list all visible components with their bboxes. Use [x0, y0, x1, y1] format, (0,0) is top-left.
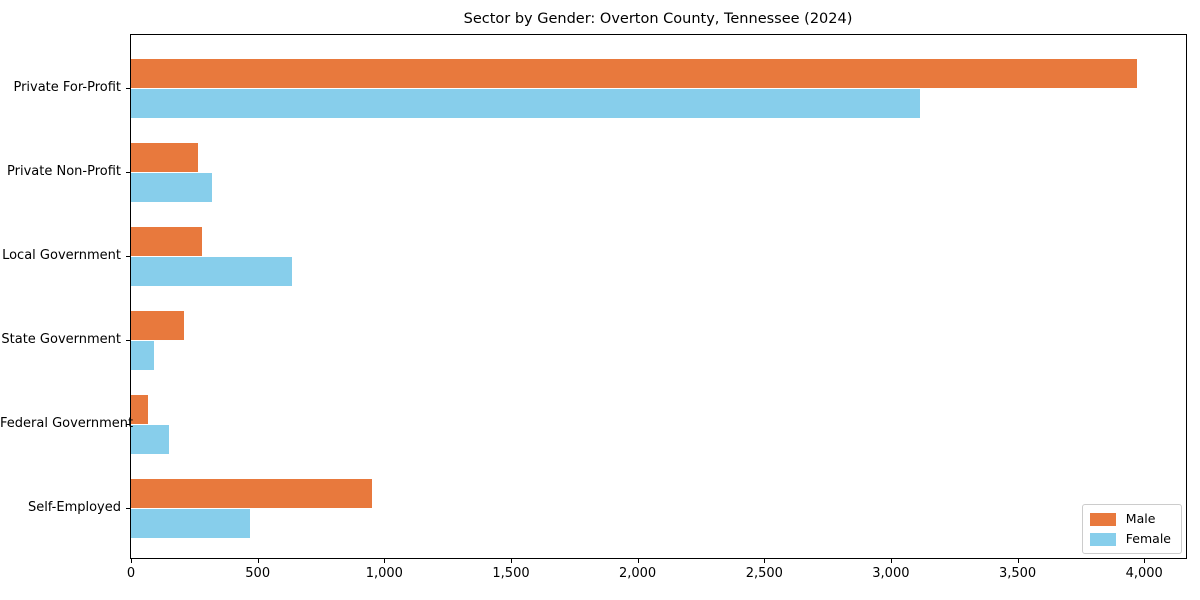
bar-male-self-employed	[131, 479, 372, 509]
bar-male-private-for-profit	[131, 59, 1137, 89]
legend-item-male: Male	[1089, 511, 1171, 526]
legend-label-male: Male	[1125, 511, 1156, 526]
legend-label-female: Female	[1125, 531, 1171, 546]
x-tick-label: 1,500	[492, 566, 530, 581]
x-tick-mark	[764, 559, 766, 563]
x-tick-label: 3,000	[872, 566, 910, 581]
plot-area: Male Female	[130, 34, 1187, 559]
bar-female-self-employed	[131, 508, 251, 538]
bar-female-private-for-profit	[131, 88, 920, 118]
x-tick-label: 2,000	[618, 566, 657, 581]
legend: Male Female	[1081, 504, 1182, 554]
legend-swatch-female	[1089, 532, 1116, 546]
y-axis-label-state-government: State Government	[1, 331, 121, 347]
y-axis-label-private-non-profit: Private Non-Profit	[7, 163, 121, 179]
x-tick-label: 3,500	[998, 566, 1037, 581]
x-tick-mark	[637, 559, 639, 563]
y-tick-mark	[126, 171, 130, 173]
x-tick-mark	[1017, 559, 1019, 563]
bar-female-local-government	[131, 256, 292, 286]
y-tick-mark	[126, 507, 130, 509]
y-tick-mark	[126, 87, 130, 89]
y-axis-label-private-for-profit: Private For-Profit	[13, 79, 121, 95]
chart-title: Sector by Gender: Overton County, Tennes…	[463, 11, 853, 27]
x-tick-mark	[131, 559, 132, 563]
y-tick-mark	[126, 255, 130, 257]
x-tick-label: 0	[126, 566, 136, 581]
bar-female-private-non-profit	[131, 172, 213, 202]
x-tick-label: 4,000	[1125, 566, 1163, 581]
bar-female-state-government	[131, 340, 154, 370]
x-tick-label: 500	[245, 566, 271, 581]
bar-male-private-non-profit	[131, 143, 199, 173]
legend-item-female: Female	[1089, 531, 1171, 546]
legend-swatch-male	[1089, 512, 1116, 526]
y-axis-label-federal-government: Federal Government	[0, 415, 134, 431]
x-tick-mark	[1144, 559, 1146, 563]
x-tick-mark	[890, 559, 892, 563]
bar-male-local-government	[131, 227, 202, 257]
y-axis-label-self-employed: Self-Employed	[27, 499, 121, 515]
x-tick-mark	[384, 559, 386, 563]
x-tick-label: 1,000	[365, 566, 403, 581]
y-tick-mark	[126, 339, 130, 341]
x-tick-label: 2,500	[745, 566, 783, 581]
bar-male-federal-government	[131, 395, 148, 425]
x-tick-mark	[511, 559, 512, 563]
x-tick-mark	[257, 559, 259, 563]
bar-male-state-government	[131, 311, 185, 341]
bar-female-federal-government	[131, 424, 169, 454]
y-tick-mark	[126, 423, 130, 425]
y-axis-label-local-government: Local Government	[2, 247, 121, 263]
